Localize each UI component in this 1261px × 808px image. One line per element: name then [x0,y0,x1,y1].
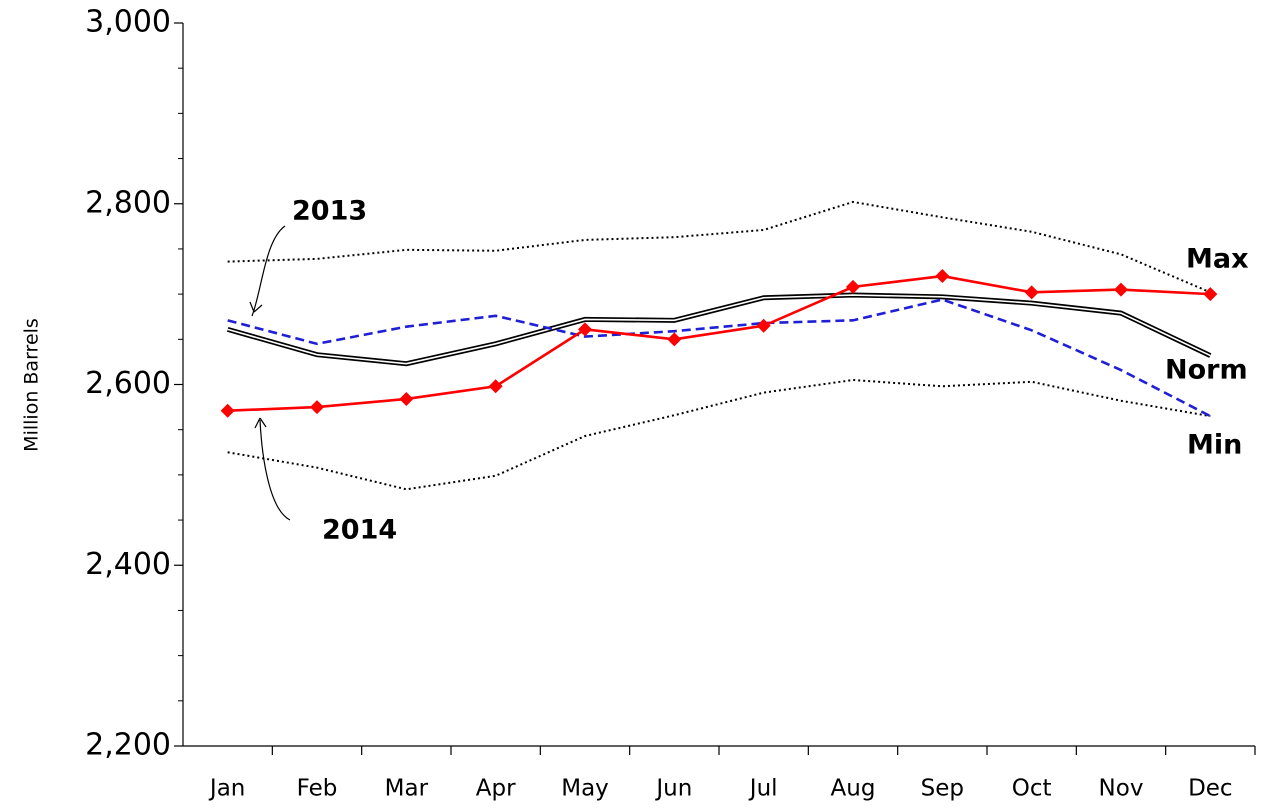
x-tick-label: Jan [208,776,245,802]
x-tick-label: Jul [748,776,778,802]
marker [667,332,682,347]
series-line [227,200,1211,294]
x-tick-label: Nov [1099,776,1144,802]
marker [578,322,592,337]
arrow-head-2013 [249,301,263,313]
marker [846,279,860,294]
series-line [227,274,1211,413]
marker [399,391,414,406]
x-tick-label: Oct [1012,776,1052,802]
arrow-head-2014 [254,417,267,429]
series-label: Max [1186,244,1249,275]
series-line [227,298,1211,418]
series-label: Min [1187,430,1242,461]
marker [1024,285,1039,300]
y-tick-label: 2,600 [85,366,171,401]
x-tick-label: Jun [654,776,692,802]
series-label: 2014 [322,515,397,546]
marker [220,403,235,418]
x-tick-label: May [561,776,609,802]
y-tick-label: 2,400 [85,547,171,582]
series-line [226,292,1212,367]
y-tick-label: 3,000 [85,5,171,40]
arrow-2014 [259,419,291,521]
marker [488,379,503,394]
marker [1203,287,1218,302]
series-line-inner [227,294,1211,365]
y-axis-label: Million Barrels [21,318,43,452]
x-tick-label: Sep [921,776,964,802]
arrow-2013 [251,225,286,317]
series-label: Norm [1165,355,1248,386]
x-tick-label: Mar [385,776,429,802]
x-tick-label: Dec [1188,776,1233,802]
x-tick-label: Apr [476,776,516,802]
marker [756,318,771,333]
marker [935,269,950,284]
x-tick-label: Aug [831,776,876,802]
annotation-arrows [249,225,291,521]
series-line [227,378,1211,491]
marker [1114,282,1128,297]
series-label: 2013 [292,196,367,227]
y-tick-label: 2,800 [85,185,171,220]
marker [310,400,324,415]
y-tick-label: 2,200 [85,728,171,763]
x-tick-label: Feb [297,776,338,802]
